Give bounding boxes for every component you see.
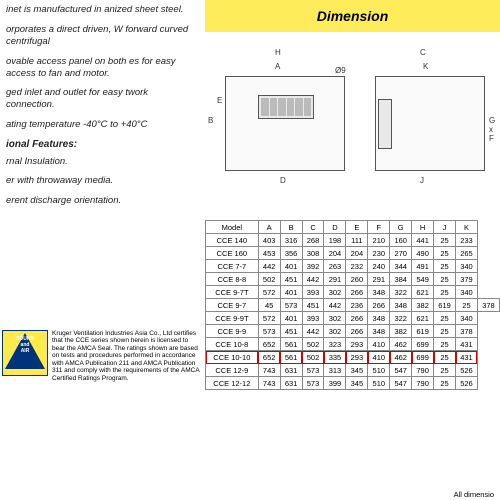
table-row: CCE 12-1274363157339934551054779025526 (206, 377, 500, 390)
features-heading: ional Features: (6, 139, 194, 152)
para: orporates a direct driven, W forward cur… (6, 24, 194, 48)
column-header: A (258, 221, 280, 234)
feature-item: rnal Insulation. (6, 156, 194, 168)
table-row: CCE 9-9T57240139330226634832262125340 (206, 312, 500, 325)
side-view (375, 76, 485, 171)
para: ged inlet and outlet for easy twork conn… (6, 87, 194, 111)
column-header: D (324, 221, 346, 234)
table-row: CCE 9-957345144230226634838261925378 (206, 325, 500, 338)
column-header: K (456, 221, 478, 234)
amca-seal-icon: SOUND and AIR (2, 330, 48, 376)
table-row: CCE 9-7T57240139330226634832262125340 (206, 286, 500, 299)
front-view (225, 76, 345, 171)
column-header: B (280, 221, 302, 234)
para: ovable access panel on both es for easy … (6, 56, 194, 80)
column-header: Model (206, 221, 259, 234)
dimension-diagram: H A B E D Ø9 C K G x F J (205, 36, 500, 201)
table-row: CCE 8-850245144229126029138454925379 (206, 273, 500, 286)
flange-icon (378, 99, 392, 149)
feature-item: er with throwaway media. (6, 175, 194, 187)
table-row: CCE 14040331626819811121016044125233 (206, 234, 500, 247)
fan-port-icon (258, 95, 314, 119)
amca-cert: SOUND and AIR Kruger Ventilation Industr… (2, 330, 200, 382)
para: ating temperature -40°C to +40°C (6, 119, 194, 131)
column-header: H (412, 221, 434, 234)
column-header: G (390, 221, 412, 234)
table-row: CCE 10-1065256150233529341046269925431 (206, 351, 500, 364)
dimension-table: ModelABCDEFGHJKCCE 140403316268198111210… (205, 220, 500, 390)
dimension-title: Dimension (205, 0, 500, 32)
table-row: CCE 9-74557345144223626634838261925378 (206, 299, 500, 312)
dimension-section: Dimension H A B E D Ø9 C K G x F J (205, 0, 500, 201)
column-header: J (434, 221, 456, 234)
feature-list: inet is manufactured in anized sheet ste… (0, 0, 200, 219)
dimensions-footer: All dimensio (454, 490, 494, 499)
feature-item: erent discharge orientation. (6, 195, 194, 207)
table-row: CCE 7-744240139226323224034449125340 (206, 260, 500, 273)
column-header: F (368, 221, 390, 234)
para: inet is manufactured in anized sheet ste… (6, 4, 194, 16)
table-row: CCE 10-865256150232329341046269925431 (206, 338, 500, 351)
table-row: CCE 16045335630820420423027049025265 (206, 247, 500, 260)
column-header: E (346, 221, 368, 234)
amca-text: Kruger Ventilation Industries Asia Co., … (52, 330, 200, 382)
table-row: CCE 12-974363157331334551054779025526 (206, 364, 500, 377)
column-header: C (302, 221, 324, 234)
